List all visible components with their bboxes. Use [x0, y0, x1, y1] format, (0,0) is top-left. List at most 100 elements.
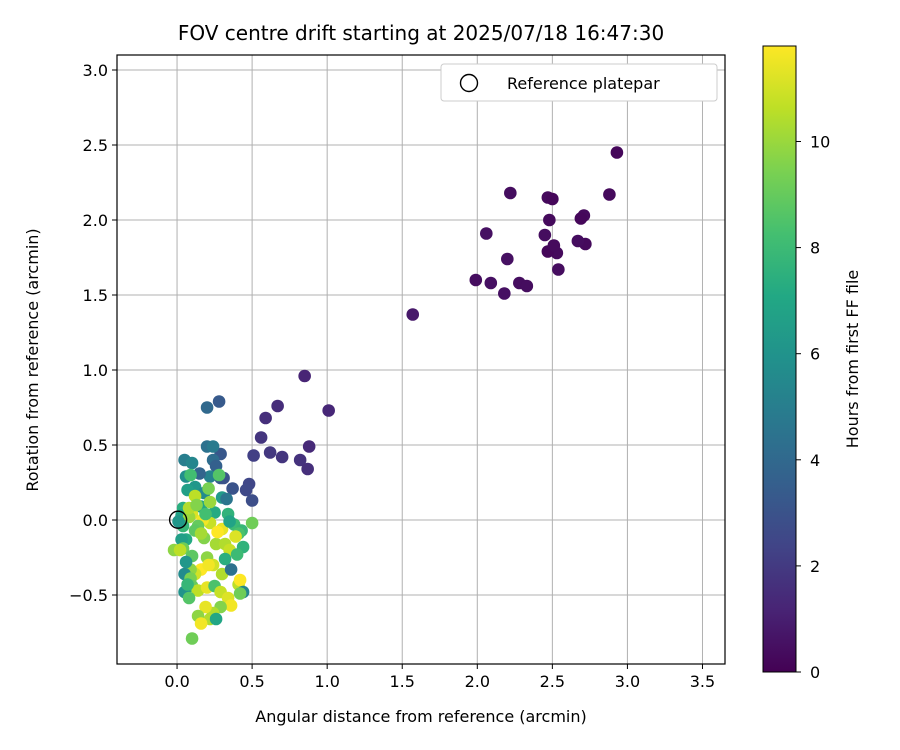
- colorbar-label: Hours from first FF file: [843, 270, 862, 449]
- reference-platepar-marker: [168, 510, 188, 529]
- data-point: [263, 446, 277, 459]
- data-point: [190, 498, 203, 512]
- colorbar-tick-label: 4: [810, 451, 820, 470]
- y-tick-label: 2.0: [83, 211, 108, 230]
- y-tick-label: 0.5: [83, 436, 108, 455]
- x-tick-label: 2.0: [465, 672, 490, 691]
- data-point: [239, 483, 253, 497]
- data-point: [301, 462, 314, 476]
- data-point: [194, 617, 208, 630]
- grid: [117, 55, 725, 664]
- legend-box: [440, 63, 718, 102]
- data-point: [203, 495, 217, 509]
- data-point: [229, 530, 242, 543]
- data-point: [224, 599, 238, 612]
- data-point: [574, 212, 588, 225]
- data-point: [184, 468, 197, 482]
- colorbar-tick-label: 0: [810, 663, 820, 682]
- data-point: [254, 431, 268, 444]
- data-point: [603, 188, 616, 201]
- data-point: [185, 632, 199, 645]
- data-point: [275, 450, 289, 464]
- data-point: [571, 234, 585, 248]
- data-point: [172, 515, 185, 528]
- colorbar: [762, 45, 797, 673]
- data-point: [212, 468, 226, 482]
- data-point: [259, 411, 272, 425]
- plot-frame: [116, 54, 726, 665]
- data-point: [302, 440, 316, 453]
- x-tick-label: 3.0: [615, 672, 640, 691]
- chart-title: FOV centre drift starting at 2025/07/18 …: [178, 21, 664, 45]
- x-tick-label: 2.5: [540, 672, 565, 691]
- data-point: [212, 395, 226, 408]
- data-point: [484, 276, 498, 290]
- legend-marker: [459, 73, 479, 93]
- y-tick-label: 3.0: [83, 61, 108, 80]
- data-point: [498, 287, 511, 300]
- data-point: [220, 492, 233, 506]
- colorbar-ticks: 0 2 4 6 8 10: [796, 132, 830, 682]
- data-point: [293, 453, 307, 467]
- data-point: [547, 239, 561, 252]
- y-tick-label: 1.0: [83, 361, 108, 380]
- data-point: [322, 404, 335, 417]
- data-point: [233, 573, 247, 587]
- x-tick-label: 3.5: [690, 672, 715, 691]
- data-point: [245, 516, 259, 530]
- data-point: [271, 399, 284, 413]
- y-tick-label: 2.5: [83, 136, 108, 155]
- data-point: [480, 227, 493, 240]
- x-tick-label: 1.5: [390, 672, 415, 691]
- data-point: [406, 308, 420, 321]
- data-point: [223, 515, 236, 528]
- data-point: [179, 555, 193, 569]
- x-tick-label: 0.0: [164, 672, 189, 691]
- y-tick-label: −0.5: [69, 586, 108, 605]
- data-point: [245, 494, 259, 507]
- x-axis-label: Angular distance from reference (arcmin): [255, 707, 586, 726]
- data-point: [469, 273, 483, 287]
- data-point: [226, 482, 239, 495]
- data-point: [199, 600, 212, 614]
- data-point: [185, 456, 199, 470]
- y-axis-label: Rotation from reference (arcmin): [23, 228, 42, 491]
- x-tick-label: 0.5: [239, 672, 264, 691]
- data-point: [194, 527, 208, 540]
- legend: Reference platepar: [440, 63, 718, 102]
- colorbar-tick-label: 8: [810, 239, 820, 258]
- data-point: [501, 252, 514, 266]
- y-tick-label: 0.0: [83, 511, 108, 530]
- data-point: [230, 548, 244, 561]
- data-point: [202, 558, 215, 572]
- data-point: [200, 401, 214, 414]
- data-point: [247, 449, 260, 462]
- colorbar-tick-label: 6: [810, 345, 820, 364]
- data-point: [543, 213, 556, 227]
- data-point: [181, 578, 194, 591]
- data-point: [173, 543, 187, 557]
- data-point: [209, 537, 223, 551]
- data-point: [552, 263, 565, 276]
- colorbar-tick-label: 2: [810, 557, 820, 576]
- y-axis-ticks: −0.5 0.0 0.5 1.0 1.5 2.0 2.5 3.0: [69, 61, 117, 605]
- data-point: [610, 146, 624, 159]
- data-point: [546, 192, 559, 206]
- legend-label: Reference platepar: [507, 74, 660, 93]
- colorbar-tick-label: 10: [810, 132, 830, 151]
- y-tick-label: 1.5: [83, 286, 108, 305]
- data-point: [199, 507, 212, 521]
- data-point: [520, 279, 534, 293]
- data-point: [298, 369, 311, 383]
- data-point: [209, 612, 223, 626]
- data-point: [224, 563, 238, 576]
- data-point: [206, 440, 220, 453]
- x-tick-label: 1.0: [314, 672, 339, 691]
- x-axis-ticks: 0.0 0.5 1.0 1.5 2.0 2.5 3.0 3.5: [164, 664, 715, 691]
- data-point: [182, 591, 196, 605]
- data-points: [167, 146, 624, 645]
- data-point: [538, 228, 552, 242]
- data-point: [504, 186, 517, 200]
- data-point: [218, 552, 232, 566]
